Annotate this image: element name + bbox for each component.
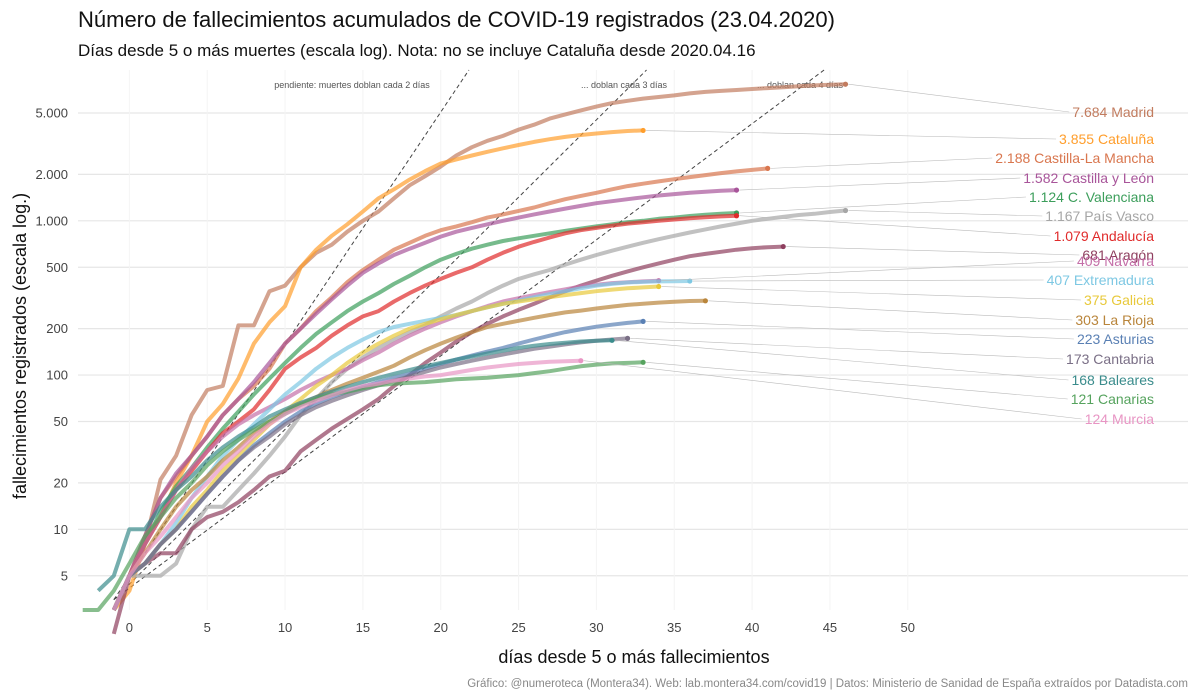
series-label: 124 Murcia <box>1085 411 1154 427</box>
y-tick-label: 5 <box>61 568 68 583</box>
label-leader-line <box>646 321 1074 340</box>
label-leader-line <box>786 246 1080 256</box>
label-leader-line <box>770 157 993 169</box>
series-label: 2.188 Castilla-La Mancha <box>995 150 1154 166</box>
label-leader-line <box>692 279 1044 282</box>
series-label: 1.124 C. Valenciana <box>1029 189 1154 205</box>
x-tick-label: 5 <box>204 620 211 635</box>
series-lines <box>82 81 849 635</box>
y-tick-label: 5.000 <box>35 106 68 121</box>
x-tick-label: 50 <box>901 620 915 635</box>
label-leader-line <box>848 83 1070 113</box>
series-label: 223 Asturias <box>1077 331 1154 347</box>
reference-line-label: ... doblan cada 3 días <box>581 80 668 90</box>
series-end-point <box>640 127 646 134</box>
series-line <box>111 298 706 611</box>
series-end-point <box>609 337 615 343</box>
x-tick-label: 35 <box>667 620 681 635</box>
y-tick-label: 10 <box>54 522 68 537</box>
x-tick-label: 25 <box>511 620 525 635</box>
series-label: 375 Galicia <box>1084 292 1154 308</box>
y-tick-label: 2.000 <box>35 167 68 182</box>
x-tick-label: 45 <box>823 620 837 635</box>
series-line <box>111 82 846 611</box>
series-line <box>112 128 644 612</box>
y-ticks: 5 10 20 50 100 200 500 1.000 2.000 5.000 <box>35 106 68 584</box>
x-tick-label: 20 <box>434 620 448 635</box>
label-leader-line <box>739 196 1026 214</box>
series-label: 7.684 Madrid <box>1072 104 1154 120</box>
label-leader-line <box>646 362 1068 400</box>
label-leader-line <box>614 340 1069 381</box>
series-label: 3.855 Cataluña <box>1059 131 1154 147</box>
y-axis-label: fallecimientos registrados (escala log.) <box>10 193 30 499</box>
series-label: 168 Baleares <box>1071 372 1154 388</box>
y-tick-label: 50 <box>54 414 68 429</box>
label-leaders <box>583 83 1082 420</box>
series-label: 409 Navarra <box>1077 253 1154 269</box>
y-tick-label: 200 <box>46 321 68 336</box>
series-line <box>82 360 644 612</box>
label-leader-line <box>661 260 1074 282</box>
x-tick-label: 10 <box>278 620 292 635</box>
series-line <box>111 188 737 611</box>
reference-line-label: pendiente: muertes doblan cada 2 días <box>274 80 430 90</box>
x-axis-label: días desde 5 o más fallecimientos <box>498 647 769 667</box>
reference-line <box>113 69 647 601</box>
label-leader-line <box>708 300 1073 321</box>
series-line <box>111 208 846 611</box>
series-end-point <box>687 278 693 284</box>
y-tick-label: 1.000 <box>35 213 68 228</box>
label-leader-line <box>630 338 1064 360</box>
label-leader-line <box>661 286 1081 301</box>
series-end-point <box>842 207 849 214</box>
series-end-point <box>624 335 631 341</box>
y-tick-label: 500 <box>46 260 68 275</box>
series-end-point <box>656 283 662 290</box>
chart-subtitle: Días desde 5 o más muertes (escala log).… <box>78 41 756 60</box>
y-tick-label: 20 <box>54 475 68 490</box>
series-end-point <box>733 213 740 219</box>
chart-title: Número de fallecimientos acumulados de C… <box>78 7 835 32</box>
x-tick-label: 40 <box>745 620 759 635</box>
series-label: 1.079 Andalucía <box>1054 228 1155 244</box>
x-tick-label: 30 <box>589 620 603 635</box>
series-label: 407 Extremadura <box>1047 272 1155 288</box>
series-end-point <box>578 358 584 364</box>
label-leader-line <box>583 360 1082 420</box>
series-line <box>111 358 581 611</box>
label-leader-line <box>646 130 1057 140</box>
series-end-point <box>702 298 708 304</box>
series-label: 173 Cantabria <box>1066 351 1154 367</box>
x-ticks: 0 5 10 15 20 25 30 35 40 45 50 <box>126 620 915 635</box>
series-label: 303 La Rioja <box>1075 312 1154 328</box>
y-tick-label: 100 <box>46 368 68 383</box>
label-leader-line <box>848 210 1043 217</box>
series-line <box>111 244 784 635</box>
series-labels: 7.684 Madrid 3.855 Cataluña 2.188 Castilla… <box>995 104 1154 427</box>
x-tick-label: 0 <box>126 620 133 635</box>
series-end-point <box>640 318 646 324</box>
label-leader-line <box>739 177 1021 191</box>
series-label: 1.582 Castilla y León <box>1023 170 1154 186</box>
series-label: 681 Aragón <box>1082 247 1154 263</box>
series-line <box>111 284 659 611</box>
series-end-point <box>780 243 786 250</box>
label-leader-line <box>739 215 1051 237</box>
x-tick-label: 15 <box>356 620 370 635</box>
series-label: 1.167 País Vasco <box>1045 208 1154 224</box>
series-end-point <box>733 187 740 193</box>
series-line <box>96 338 613 593</box>
series-end-point <box>765 165 771 171</box>
series-end-point <box>640 359 646 365</box>
chart-caption: Gráfico: @numeroteca (Montera34). Web: l… <box>467 678 1188 690</box>
series-end-point <box>842 81 849 87</box>
series-label: 121 Canarias <box>1071 391 1154 407</box>
reference-lines: pendiente: muertes doblan cada 2 días...… <box>113 69 844 601</box>
